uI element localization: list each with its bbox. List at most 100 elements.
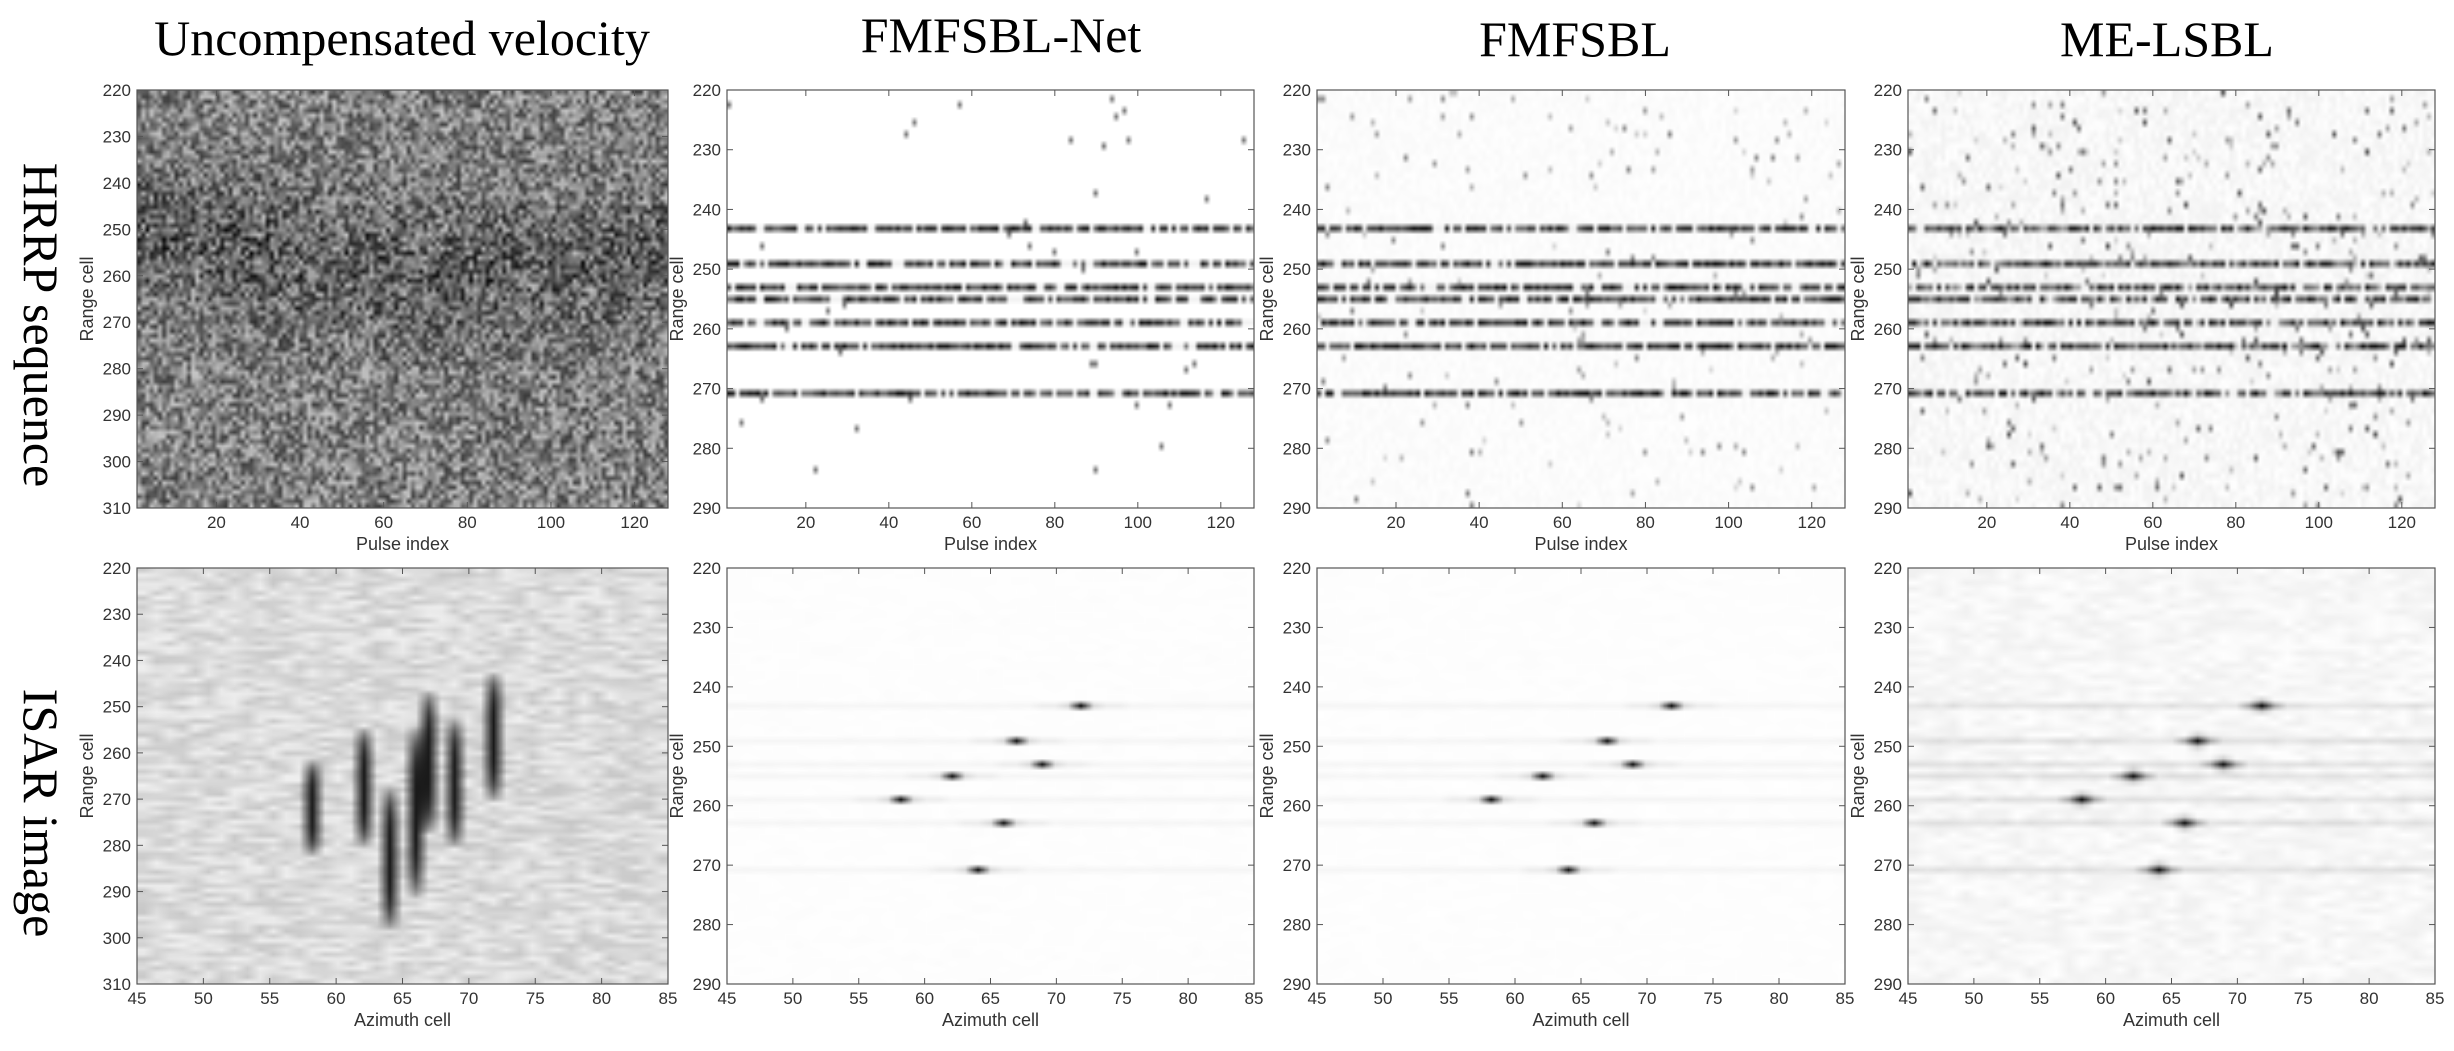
- plot-frame: [136, 89, 669, 509]
- x-tick-label: 40: [2060, 513, 2079, 532]
- column-title-me-lsbl: ME-LSBL: [2060, 11, 2274, 67]
- y-tick-label: 270: [693, 856, 721, 875]
- y-tick-label: 310: [103, 499, 131, 518]
- y-tick-label: 220: [693, 559, 721, 578]
- y-tick-label: 280: [1874, 439, 1902, 458]
- y-tick-label: 230: [1283, 141, 1311, 160]
- y-tick-label: 220: [1283, 559, 1311, 578]
- y-tick-label: 270: [693, 380, 721, 399]
- x-tick-label: 85: [1245, 989, 1264, 1008]
- x-tick-label: 20: [1977, 513, 1996, 532]
- x-axis-label: Pulse index: [1534, 534, 1627, 554]
- heatmap-image: [727, 90, 1254, 508]
- y-tick-label: 250: [1874, 737, 1902, 756]
- y-axis-label: Range cell: [667, 733, 687, 818]
- x-axis-label: Azimuth cell: [354, 1010, 451, 1030]
- y-axis-label: Range cell: [1848, 256, 1868, 341]
- x-tick-label: 55: [2030, 989, 2049, 1008]
- y-tick-label: 230: [103, 605, 131, 624]
- y-tick-label: 270: [1283, 856, 1311, 875]
- row-title-hrrp: HRRP sequence: [13, 163, 69, 488]
- y-tick-label: 290: [1283, 499, 1311, 518]
- y-tick-label: 220: [693, 81, 721, 100]
- y-tick-label: 280: [1283, 916, 1311, 935]
- y-tick-label: 300: [103, 929, 131, 948]
- y-tick-label: 250: [1874, 260, 1902, 279]
- x-tick-label: 45: [1899, 989, 1918, 1008]
- heatmap-image: [1908, 568, 2435, 984]
- y-tick-label: 280: [103, 360, 131, 379]
- y-tick-label: 290: [1874, 975, 1902, 994]
- y-tick-label: 250: [103, 698, 131, 717]
- x-tick-label: 60: [962, 513, 981, 532]
- heatmap-image: [1317, 90, 1845, 508]
- y-tick-label: 270: [103, 313, 131, 332]
- y-tick-label: 240: [693, 200, 721, 219]
- heatmap-image: [1908, 90, 2435, 508]
- y-tick-label: 260: [693, 320, 721, 339]
- y-tick-label: 240: [693, 678, 721, 697]
- y-tick-label: 260: [1874, 797, 1902, 816]
- x-tick-label: 65: [2162, 989, 2181, 1008]
- y-tick-label: 280: [693, 916, 721, 935]
- x-tick-label: 65: [393, 989, 412, 1008]
- plot-frame: [1907, 89, 2436, 509]
- y-tick-label: 220: [1874, 559, 1902, 578]
- y-tick-label: 270: [1283, 380, 1311, 399]
- y-tick-label: 290: [1874, 499, 1902, 518]
- y-tick-label: 250: [103, 220, 131, 239]
- y-tick-label: 240: [1874, 200, 1902, 219]
- x-tick-label: 75: [1704, 989, 1723, 1008]
- y-axis-label: Range cell: [1848, 733, 1868, 818]
- y-axis-label: Range cell: [667, 256, 687, 341]
- y-tick-label: 260: [1283, 797, 1311, 816]
- x-tick-label: 75: [526, 989, 545, 1008]
- column-title-fmfsbl: FMFSBL: [1479, 11, 1671, 67]
- x-tick-label: 60: [327, 989, 346, 1008]
- x-tick-label: 100: [2305, 513, 2333, 532]
- x-tick-label: 80: [1045, 513, 1064, 532]
- y-tick-label: 230: [1874, 618, 1902, 637]
- x-tick-label: 45: [718, 989, 737, 1008]
- plot-frame: [726, 89, 1255, 509]
- x-tick-label: 20: [796, 513, 815, 532]
- y-tick-label: 290: [693, 975, 721, 994]
- heatmap-image: [1317, 568, 1845, 984]
- y-tick-label: 260: [103, 267, 131, 286]
- x-tick-label: 85: [2426, 989, 2445, 1008]
- x-tick-label: 60: [1553, 513, 1572, 532]
- y-axis-label: Range cell: [77, 733, 97, 818]
- x-axis-label: Azimuth cell: [1532, 1010, 1629, 1030]
- row-title-isar: ISAR image: [13, 689, 69, 938]
- x-tick-label: 45: [1308, 989, 1327, 1008]
- y-tick-label: 230: [103, 127, 131, 146]
- x-tick-label: 120: [2388, 513, 2416, 532]
- y-tick-label: 240: [1283, 678, 1311, 697]
- x-tick-label: 70: [459, 989, 478, 1008]
- y-tick-label: 280: [693, 439, 721, 458]
- y-tick-label: 240: [1874, 678, 1902, 697]
- x-tick-label: 50: [194, 989, 213, 1008]
- x-tick-label: 120: [1798, 513, 1826, 532]
- x-tick-label: 20: [207, 513, 226, 532]
- y-tick-label: 260: [1874, 320, 1902, 339]
- x-axis-label: Pulse index: [356, 534, 449, 554]
- x-axis-label: Azimuth cell: [942, 1010, 1039, 1030]
- y-tick-label: 290: [1283, 975, 1311, 994]
- panels: 20 40 60 80 100 120 220 230 240 250 260 270 280 290 30…: [77, 81, 2444, 1030]
- x-tick-label: 65: [1572, 989, 1591, 1008]
- x-tick-label: 60: [374, 513, 393, 532]
- y-tick-label: 220: [103, 559, 131, 578]
- y-tick-label: 220: [103, 81, 131, 100]
- y-tick-label: 260: [103, 744, 131, 763]
- y-tick-label: 230: [1283, 618, 1311, 637]
- y-tick-label: 270: [1874, 380, 1902, 399]
- heatmap-image: [727, 568, 1254, 984]
- y-tick-label: 300: [103, 453, 131, 472]
- y-tick-label: 280: [1874, 916, 1902, 935]
- x-tick-label: 120: [1207, 513, 1235, 532]
- x-tick-label: 55: [849, 989, 868, 1008]
- y-tick-label: 290: [103, 406, 131, 425]
- y-tick-label: 290: [103, 883, 131, 902]
